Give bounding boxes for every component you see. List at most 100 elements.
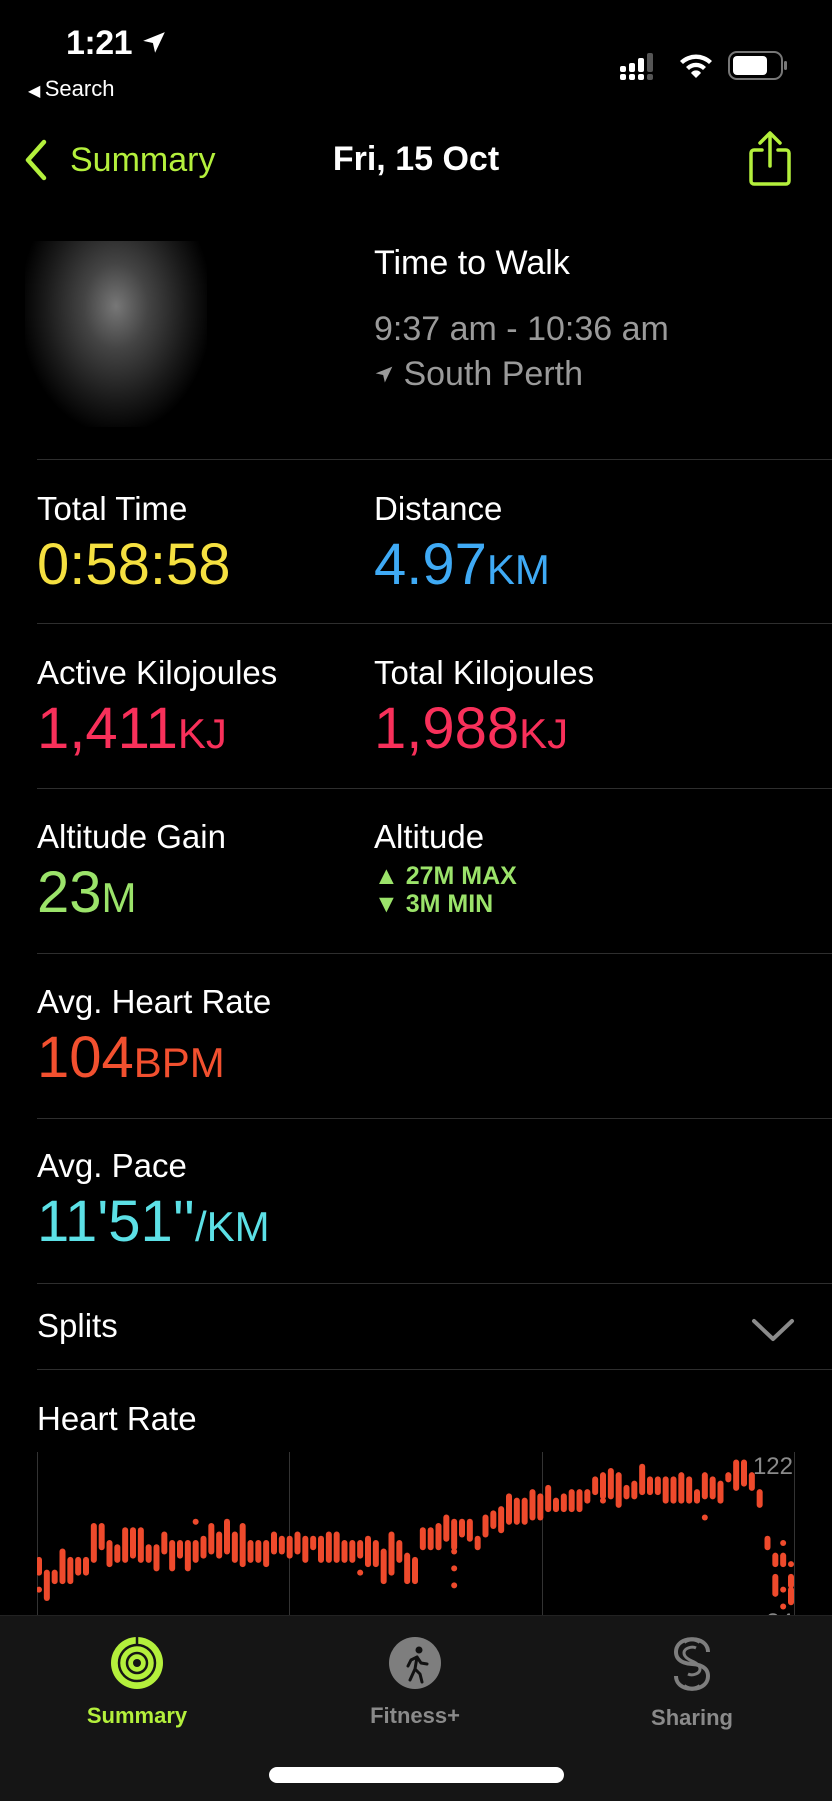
heart-rate-bar [341,1539,348,1563]
altitude-max: ▲ 27M MAX [374,862,517,890]
metric-label: Total Kilojoules [374,654,595,691]
heart-rate-bar [662,1476,669,1504]
heart-rate-bar [451,1565,458,1572]
heart-rate-bar [788,1586,794,1606]
y-min-label: 84 [766,1609,793,1615]
metric-label: Avg. Pace [37,1147,187,1184]
heart-rate-bar [443,1514,450,1542]
metric-unit: BPM [133,1039,225,1086]
tab-label: Sharing [651,1705,733,1730]
splits-row[interactable]: Splits [37,1307,795,1357]
heart-rate-bar [607,1467,614,1500]
share-icon[interactable] [746,130,794,188]
location-text: South Perth [403,355,584,393]
metric-total-time: Total Time 0:58:58 [37,490,231,594]
heart-rate-bar [396,1539,403,1563]
back-to-search[interactable]: ◀ Search [28,76,114,102]
heart-rate-bar [278,1535,285,1555]
divider [37,788,832,789]
heart-rate-bar [169,1539,176,1572]
heart-rate-bar [780,1552,787,1568]
chevron-down-icon[interactable] [751,1317,795,1343]
metric-distance: Distance 4.97KM [374,490,550,594]
heart-rate-bar [200,1535,207,1559]
status-time: 1:21 [66,24,167,63]
heart-rate-bar [239,1523,246,1568]
heart-rate-bar [435,1523,442,1551]
heart-rate-bar [647,1476,653,1496]
wifi-icon [680,54,712,78]
metric-avg-heart-rate: Avg. Heart Rate 104BPM [37,983,271,1087]
heart-rate-bar [318,1535,324,1563]
heart-rate-bar [733,1459,740,1491]
heart-rate-bar [247,1539,254,1563]
back-summary-button[interactable]: Summary [20,138,215,182]
splits-label: Splits [37,1307,118,1344]
heart-rate-bar [419,1527,426,1551]
heart-rate-bar [701,1472,708,1500]
tab-label: Summary [86,1703,188,1728]
heart-rate-bar [310,1535,317,1551]
heart-rate-bar [192,1518,199,1525]
page-title: Fri, 15 Oct [332,140,500,178]
heart-rate-bar [106,1539,113,1568]
metric-altitude: Altitude ▲ 27M MAX ▼ 3M MIN [374,818,517,918]
heart-rate-bar [788,1573,794,1589]
metric-unit: M [101,874,137,921]
tab-fitness-plus[interactable]: Fitness+ [315,1636,515,1729]
heart-rate-bar [670,1476,677,1504]
heart-rate-bar [600,1472,606,1500]
heart-rate-bar [161,1531,168,1555]
heart-rate-bar [741,1459,747,1487]
metric-label: Altitude Gain [37,818,226,855]
metric-active-kilojoules: Active Kilojoules 1,411KJ [37,654,277,758]
heart-rate-bar [568,1489,575,1513]
heart-rate-bar [130,1527,136,1559]
heart-rate-bar [623,1484,630,1500]
heart-rate-bar [474,1535,481,1551]
heart-rate-bar [521,1497,528,1525]
heart-rate-bar [263,1539,270,1568]
cellular-signal-icon [620,53,653,80]
heart-rate-bar [780,1603,787,1610]
workout-location: South Perth [374,355,583,394]
metric-unit: KM [486,546,550,593]
back-app-label: Search [44,76,115,101]
heart-rate-bar [255,1539,262,1563]
divider [37,1283,832,1284]
metric-label: Distance [374,490,503,527]
metric-unit: KJ [177,710,227,757]
altitude-min: ▼ 3M MIN [374,890,494,918]
home-indicator[interactable] [269,1767,564,1783]
heart-rate-bar [451,1582,458,1589]
heart-rate-bar [388,1531,395,1576]
metric-avg-pace: Avg. Pace 11'51''/KM [37,1147,270,1251]
running-figure-icon [389,1637,441,1689]
heart-rate-bar [686,1476,693,1504]
heart-rate-bar [545,1484,552,1513]
clock: 1:21 [66,24,133,62]
heart-rate-bar [302,1535,309,1563]
heart-rate-bar [466,1518,473,1542]
heart-rate-bar [43,1569,50,1602]
divider [37,459,832,460]
tab-sharing[interactable]: Sharing [592,1636,792,1731]
tab-summary[interactable]: Summary [37,1636,237,1729]
heart-rate-bar [224,1518,230,1555]
heart-rate-bar [333,1531,340,1563]
heart-rate-bar [654,1476,661,1496]
heart-rate-bar [380,1548,387,1585]
heart-rate-bar [208,1523,215,1555]
metric-value: 104 [37,1025,134,1090]
heart-rate-bar [357,1569,364,1576]
heart-rate-bar [780,1586,787,1593]
workout-title: Time to Walk [374,244,570,282]
heart-rate-bar [482,1514,489,1538]
heart-rate-bar [90,1523,97,1563]
heart-rate-bar [678,1472,685,1504]
metric-total-kilojoules: Total Kilojoules 1,988KJ [374,654,594,758]
heart-rate-bar [294,1531,301,1555]
heart-rate-bar [412,1556,418,1585]
heart-rate-bar [59,1548,66,1585]
heart-rate-bar [506,1493,512,1525]
